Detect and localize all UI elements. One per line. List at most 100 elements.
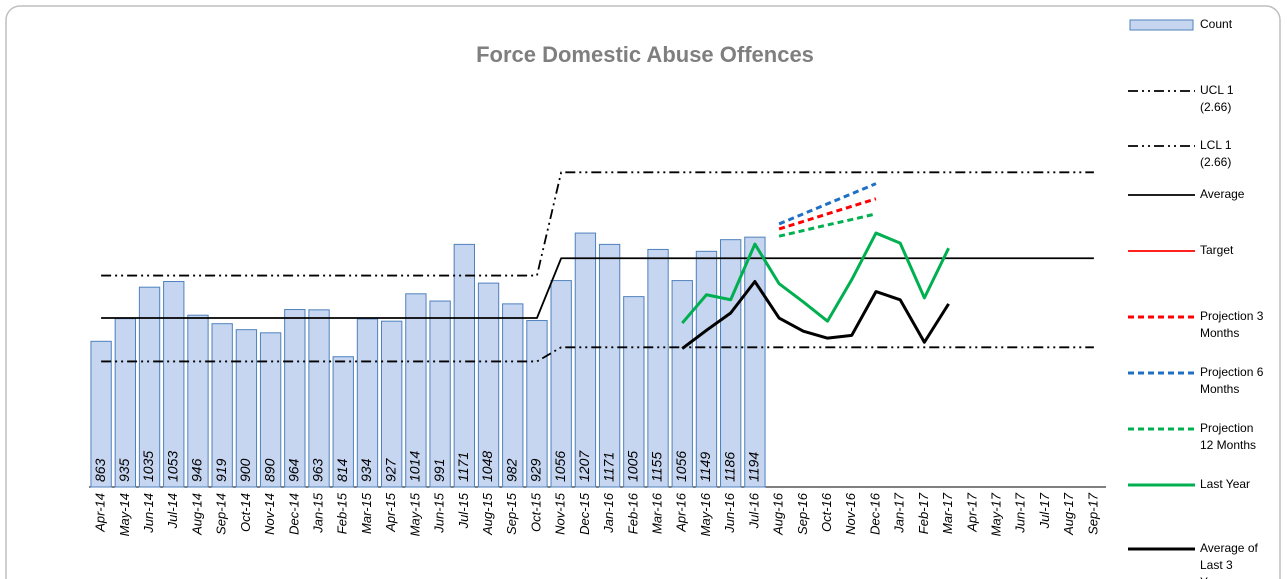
line-series [101, 346, 1094, 363]
x-tick-label: Feb-15 [335, 492, 350, 534]
legend-label: Projection 3 Months [1200, 309, 1264, 340]
bar-value-label: 1194 [746, 452, 762, 482]
legend-label: Average [1200, 187, 1245, 201]
x-tick-label: Nov-15 [553, 492, 568, 535]
x-tick-label: Jul-16 [746, 492, 761, 529]
bar-value-label: 900 [237, 458, 253, 482]
bar-value-label: 1207 [576, 450, 592, 482]
x-tick-label: Nov-16 [843, 492, 858, 535]
x-tick-label: Jul-15 [456, 492, 471, 529]
x-tick-label: Dec-15 [577, 492, 592, 535]
x-tick-label: Jul-17 [1037, 492, 1052, 529]
bar-value-label: 982 [503, 458, 519, 482]
bar-value-label: 1186 [721, 452, 737, 482]
bar [550, 280, 572, 488]
x-tick-label: Apr-15 [383, 492, 398, 533]
x-tick-label: Apr-17 [964, 492, 979, 533]
x-tick-label: Jan-17 [892, 492, 907, 534]
bar-value-label: 1005 [625, 451, 641, 482]
x-tick-label: Dec-14 [286, 493, 301, 535]
bar [163, 281, 185, 488]
x-tick-label: Oct-14 [238, 493, 253, 532]
x-tick-label: Apr-14 [93, 493, 108, 533]
bar [671, 280, 693, 488]
x-tick-label: Jun-17 [1013, 492, 1028, 534]
bar [598, 243, 621, 488]
x-tick-label: Jun-14 [141, 493, 156, 534]
x-tick-label: Mar-16 [649, 492, 664, 534]
line-series [681, 231, 950, 325]
bar-value-label: 935 [116, 458, 132, 482]
bar-value-label: 946 [189, 458, 205, 482]
bar [453, 243, 475, 488]
bar [90, 340, 112, 488]
bar-value-label: 814 [334, 458, 350, 482]
bar [695, 250, 718, 488]
bar-value-label: 1053 [164, 451, 180, 482]
bar [235, 329, 258, 488]
bar [259, 332, 282, 488]
bar [502, 303, 524, 488]
bar-value-label: 1171 [455, 452, 471, 482]
bar [187, 314, 209, 488]
x-tick-label: Mar-15 [359, 492, 374, 534]
x-tick-label: Oct-15 [528, 492, 543, 532]
bar [477, 282, 500, 488]
legend-label: Target [1200, 243, 1234, 257]
bar [332, 356, 354, 488]
bar-value-label: 1149 [697, 452, 713, 482]
legend-swatch [1129, 19, 1194, 31]
bar [720, 239, 742, 488]
x-tick-label: Apr-16 [674, 492, 689, 533]
legend-label: Projection 12 Months [1200, 421, 1257, 452]
bar [405, 293, 427, 488]
x-tick-label: Sep-16 [795, 492, 810, 535]
x-tick-label: Aug-15 [480, 492, 495, 536]
legend-label: Average of Last 3 Years [1200, 541, 1258, 579]
line-series [681, 280, 950, 350]
bar [744, 236, 766, 488]
bar [574, 232, 597, 488]
bar-value-label: 964 [286, 458, 302, 482]
chart-title: Force Domestic Abuse Offences [476, 42, 814, 67]
bar [647, 248, 669, 488]
line-series [778, 182, 877, 226]
x-tick-label: Feb-16 [625, 492, 640, 534]
line-series [778, 197, 877, 231]
bar [623, 296, 645, 488]
x-tick-label: May-15 [407, 492, 422, 536]
legend-label: Count [1200, 17, 1233, 31]
legend-label: Projection 6 Months [1200, 365, 1264, 396]
bar-value-label: 1171 [600, 452, 616, 482]
x-tick-label: May-14 [117, 493, 132, 536]
bar-value-label: 934 [358, 458, 374, 482]
x-tick-label: May-16 [698, 492, 713, 536]
bar-value-label: 863 [92, 458, 108, 482]
legend-label: LCL 1 (2.66) [1200, 138, 1232, 169]
x-tick-label: Mar-17 [940, 492, 955, 534]
bar-value-label: 890 [261, 458, 277, 482]
line-series [101, 257, 1094, 319]
x-tick-label: Jun-16 [722, 492, 737, 534]
x-tick-label: Jun-15 [432, 492, 447, 534]
bar [211, 323, 233, 488]
x-tick-label: Aug-17 [1061, 492, 1076, 536]
legend-label: Last Year [1200, 477, 1251, 491]
x-tick-label: Jul-14 [165, 493, 180, 529]
x-tick-label: Jan-16 [601, 492, 616, 534]
line-series [101, 171, 1094, 277]
x-tick-label: Sep-14 [214, 493, 229, 535]
bar [308, 309, 330, 488]
x-tick-label: Aug-16 [771, 492, 786, 536]
line-series [778, 212, 877, 238]
bar-value-label: 1014 [407, 451, 423, 482]
bar-value-label: 1048 [479, 451, 495, 482]
x-tick-label: Jan-15 [310, 492, 325, 534]
bar [284, 309, 306, 488]
x-tick-label: Feb-17 [916, 492, 931, 534]
bar [381, 320, 403, 488]
bar-value-label: 1155 [649, 452, 665, 482]
x-tick-label: Aug-14 [189, 493, 204, 536]
